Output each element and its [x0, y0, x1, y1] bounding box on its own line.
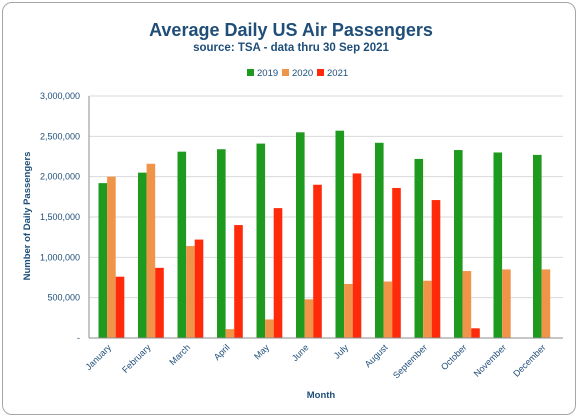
bar-2020-march — [186, 246, 195, 338]
bar-2021-march — [194, 239, 204, 338]
chart-svg: Average Daily US Air Passengers source: … — [22, 20, 563, 401]
bar-2020-november — [502, 269, 511, 338]
legend-swatch-2021 — [317, 69, 324, 76]
x-tick-label: September — [391, 342, 429, 380]
bar-2020-september — [423, 280, 432, 338]
bar-2019-october — [454, 150, 463, 338]
bar-2021-july — [352, 173, 362, 338]
chart-subtitle: source: TSA - data thru 30 Sep 2021 — [193, 42, 389, 54]
y-tick-label: 2,500,000 — [40, 131, 80, 141]
bar-2020-august — [383, 281, 393, 338]
bar-2020-february — [146, 163, 156, 338]
bar-2020-april — [225, 329, 235, 338]
bar-2019-june — [296, 132, 305, 338]
bar-2019-september — [414, 158, 424, 338]
bar-2021-may — [273, 208, 283, 338]
legend-label-2020: 2020 — [292, 68, 313, 79]
chart-title: Average Daily US Air Passengers — [149, 20, 433, 40]
y-axis-label: Number of Daily Passengers — [22, 152, 33, 281]
x-tick-label: June — [290, 342, 311, 363]
y-tick-label: 1,500,000 — [40, 212, 80, 222]
y-tick-label: 2,000,000 — [40, 172, 80, 182]
y-tick-label: 500,000 — [47, 293, 80, 303]
bar-2019-february — [138, 172, 147, 338]
x-tick-label: July — [332, 342, 351, 361]
bar-2020-october — [462, 271, 472, 338]
gridlines — [89, 95, 563, 299]
bar-2019-november — [493, 152, 503, 338]
y-tick-label: 3,000,000 — [40, 91, 80, 101]
bar-2021-april — [234, 225, 243, 338]
bar-2021-september — [431, 200, 441, 338]
bar-2020-june — [304, 299, 314, 338]
bar-2021-october — [471, 328, 480, 338]
x-tick-label: March — [167, 342, 192, 367]
bar-2019-august — [375, 142, 384, 338]
x-tick-label: December — [511, 342, 547, 378]
x-tick-label: November — [472, 342, 508, 378]
bar-2020-january — [107, 176, 116, 338]
chart-frame: Average Daily US Air Passengers source: … — [2, 2, 576, 415]
bar-2021-june — [313, 184, 322, 338]
bar-2019-march — [177, 151, 187, 338]
bar-2021-august — [392, 187, 401, 338]
x-tick-label: January — [83, 342, 113, 372]
x-tick-label: May — [252, 342, 271, 361]
x-tick-label: April — [212, 342, 232, 362]
x-tick-label: February — [120, 342, 153, 375]
x-tick-labels: January February March April May June July Augu… — [83, 342, 547, 381]
x-tick-label: October — [439, 342, 469, 372]
legend-label-2021: 2021 — [327, 68, 348, 79]
bar-2021-february — [155, 267, 164, 338]
bar-2020-may — [265, 319, 274, 338]
legend-swatch-2020 — [282, 69, 289, 76]
bar-2020-july — [344, 283, 353, 338]
bar-2021-january — [115, 276, 125, 338]
y-tick-label: - — [77, 333, 80, 343]
bar-2019-april — [217, 149, 226, 338]
bars — [98, 130, 551, 338]
bar-2019-december — [533, 154, 542, 338]
bar-2019-january — [98, 183, 108, 338]
bar-2020-december — [541, 269, 551, 338]
legend-swatch-2019 — [247, 69, 254, 76]
y-tick-labels: - 500,000 1,000,000 1,500,000 2,000,000 2,500… — [40, 91, 80, 343]
legend-label-2019: 2019 — [257, 68, 278, 79]
bar-2019-may — [256, 143, 266, 338]
bar-2019-july — [335, 130, 345, 338]
x-tick-label: August — [363, 342, 390, 369]
legend: 2019 2020 2021 — [247, 68, 348, 79]
y-tick-label: 1,000,000 — [40, 252, 80, 262]
x-axis-label: Month — [307, 390, 336, 401]
